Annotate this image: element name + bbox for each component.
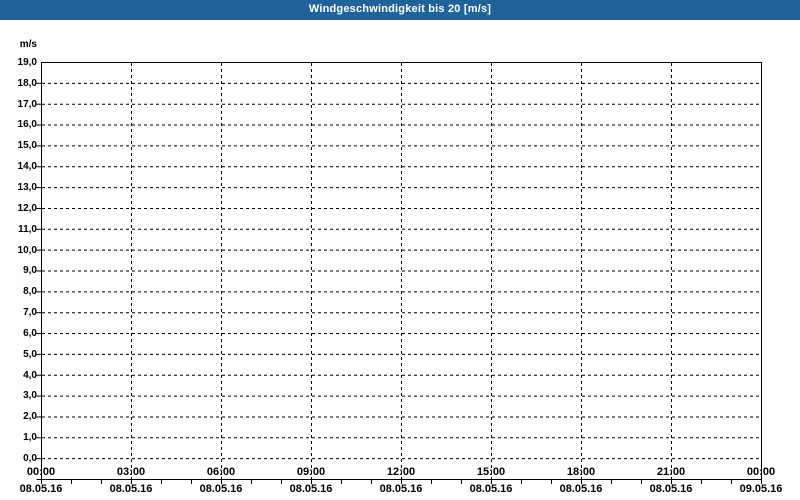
y-tick-label: 18,0	[17, 77, 37, 89]
y-axis-unit-label: m/s	[19, 39, 37, 50]
x-tick-date-label: 08.05.16	[19, 483, 63, 495]
plot-grid-svg	[36, 62, 767, 485]
y-tick-label: 6,0	[23, 327, 37, 339]
y-tick-label: 12,0	[17, 202, 37, 214]
x-tick-time-label: 12:00	[386, 466, 416, 478]
y-tick-label: 8,0	[23, 286, 37, 298]
y-tick-label: 0,0	[23, 453, 37, 464]
x-tick-time-label: 18:00	[566, 466, 596, 478]
y-tick-label: 5,0	[23, 348, 37, 360]
y-tick-label: 14,0	[17, 161, 37, 173]
y-tick-label: 4,0	[23, 369, 37, 381]
chart-title: Windgeschwindigkeit bis 20 [m/s]	[308, 3, 492, 15]
y-tick-label: 19,0	[17, 56, 37, 68]
x-tick-date-label: 09.05.16	[739, 483, 783, 495]
window-titlebar[interactable]: Windgeschwindigkeit bis 20 [m/s]	[0, 0, 800, 21]
x-tick-date-label: 08.05.16	[289, 483, 333, 495]
y-tick-label: 9,0	[23, 265, 37, 277]
y-tick-label: 2,0	[23, 411, 37, 423]
x-tick-time-label: 06:00	[206, 466, 236, 478]
x-tick-time-label: 03:00	[116, 466, 146, 478]
y-tick-label: 17,0	[17, 98, 37, 110]
y-tick-label: 10,0	[17, 244, 37, 256]
x-tick-date-label: 08.05.16	[199, 483, 243, 495]
x-tick-time-label: 09:00	[296, 466, 326, 478]
y-tick-label: 7,0	[23, 307, 37, 319]
x-tick-date-label: 08.05.16	[559, 483, 603, 495]
y-tick-label: 13,0	[17, 181, 37, 193]
plot-grid	[36, 62, 767, 490]
x-tick-date-label: 08.05.16	[109, 483, 153, 495]
x-tick-time-label: 00:00	[26, 466, 56, 478]
y-tick-label: 15,0	[17, 140, 37, 152]
x-tick-time-label: 21:00	[656, 466, 686, 478]
y-tick-label: 11,0	[18, 223, 37, 235]
x-tick-time-label: 15:00	[476, 466, 506, 478]
chart-area: 0,0 1,0 2,0 3,0 4,0 5,0 6,0 7,0 8,0 9,0 10,0 11,0 12…	[0, 20, 800, 500]
y-tick-label: 3,0	[23, 390, 37, 402]
x-tick-date-label: 08.05.16	[649, 483, 693, 495]
x-tick-time-label: 00:00	[746, 466, 776, 478]
y-tick-label: 16,0	[17, 119, 37, 131]
y-tick-label: 1,0	[23, 432, 37, 444]
x-tick-date-label: 08.05.16	[379, 483, 423, 495]
x-tick-date-label: 08.05.16	[469, 483, 513, 495]
